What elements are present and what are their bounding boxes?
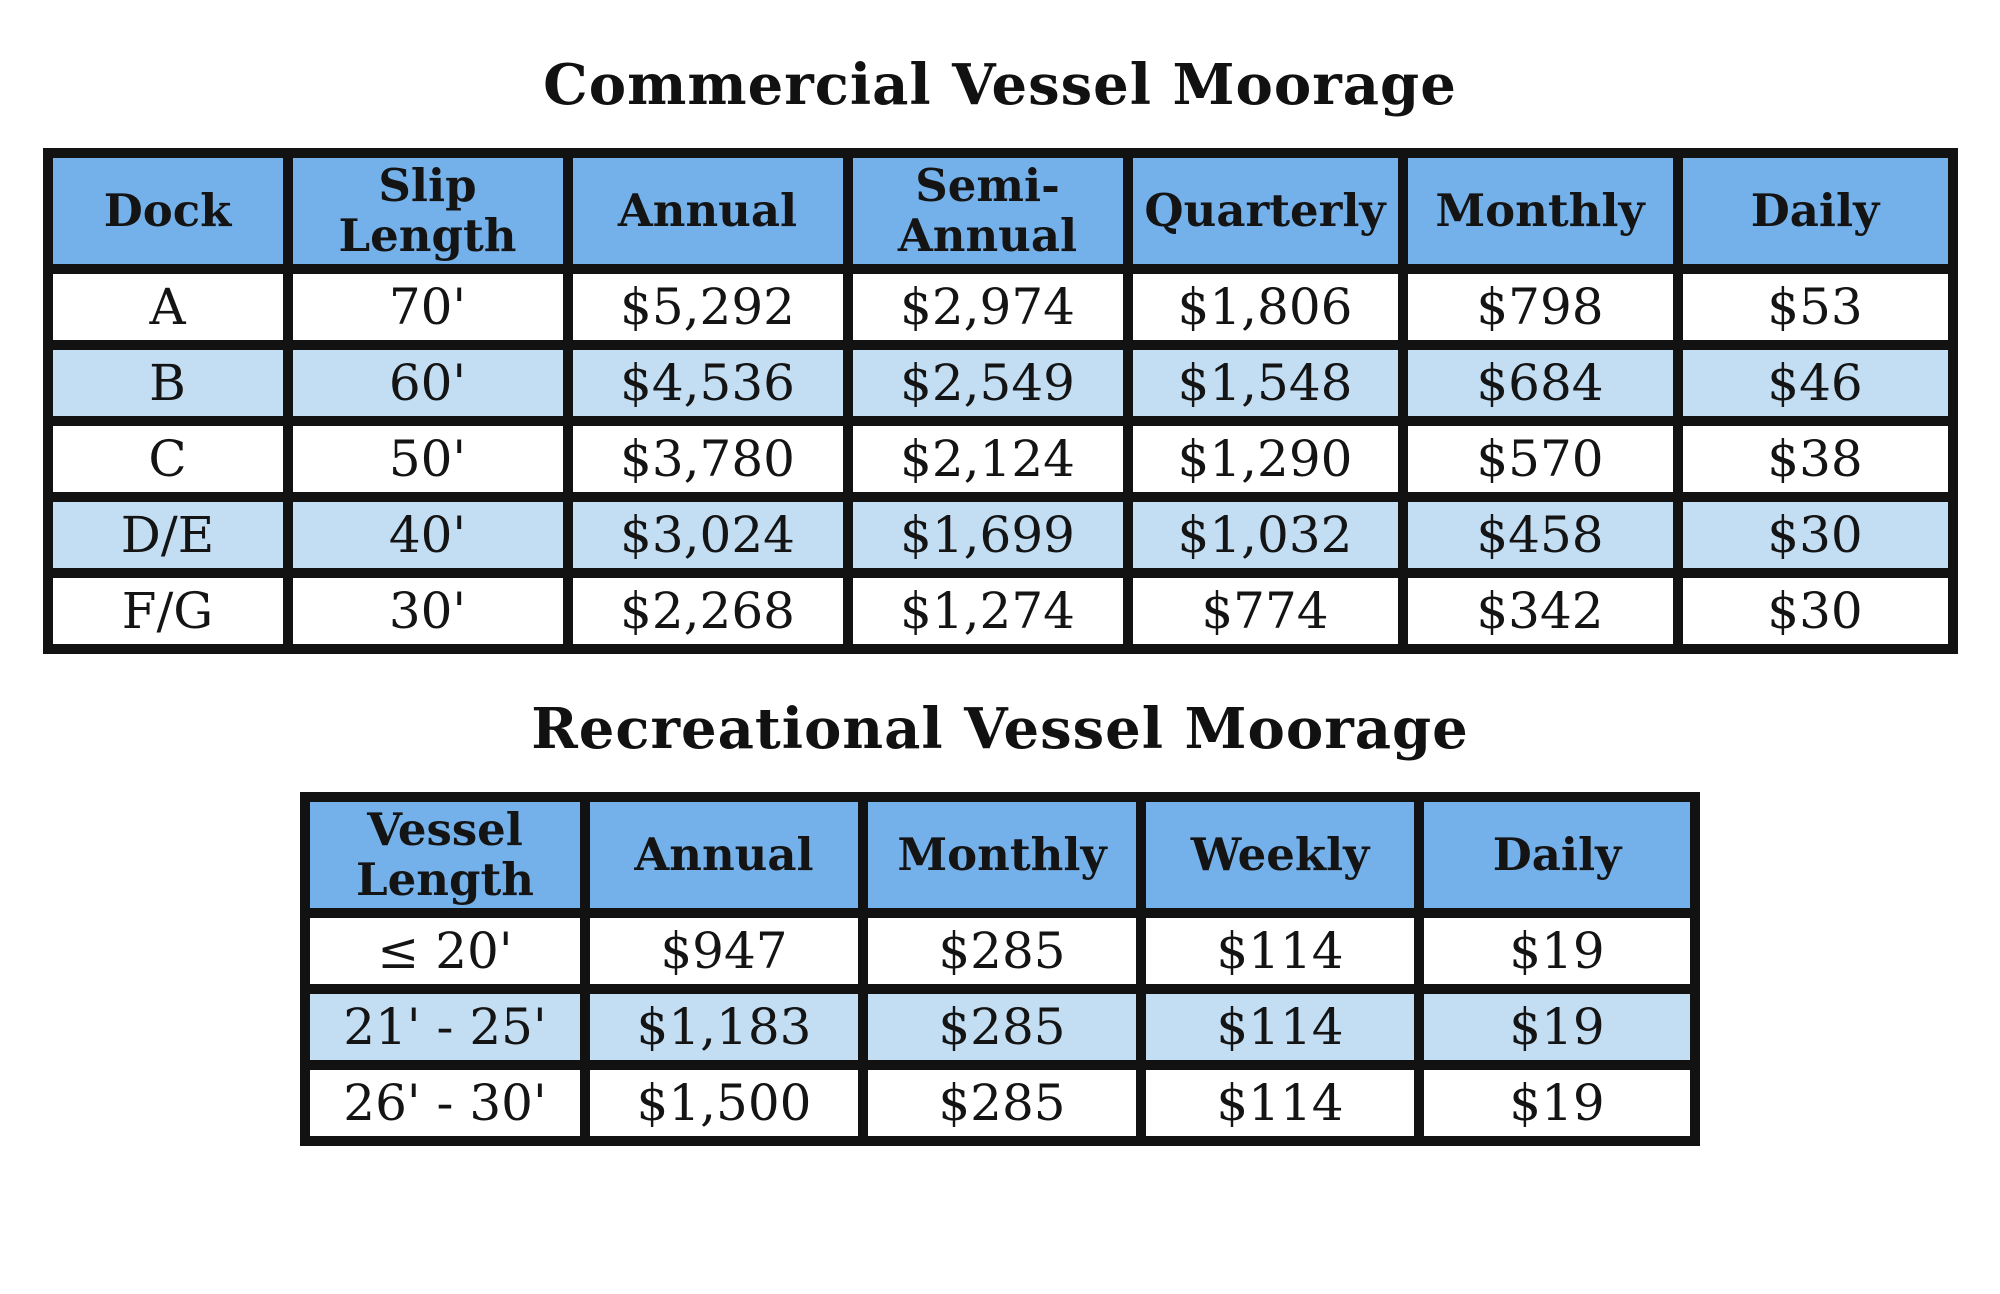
cell: C: [42, 416, 293, 502]
commercial-moorage-table: Dock Slip Length Annual Semi-Annual Quarterl…: [42, 148, 1958, 654]
cell: $114: [1136, 908, 1424, 994]
recreational-moorage-title: Recreational Vessel Moorage: [531, 696, 1469, 762]
cell: $19: [1414, 1060, 1700, 1146]
column-header: Slip Length: [282, 148, 573, 274]
table-row: 26' - 30' $1,500 $285 $114 $19: [300, 1060, 1700, 1146]
table-row: ≤ 20' $947 $285 $114 $19: [300, 908, 1700, 994]
cell: $1,183: [580, 984, 868, 1070]
recreational-table-header: Vessel Length Annual Monthly Weekly Daily: [300, 792, 1700, 918]
cell: $19: [1414, 908, 1700, 994]
cell: $114: [1136, 1060, 1424, 1146]
recreational-moorage-table: Vessel Length Annual Monthly Weekly Daily ≤ …: [300, 792, 1700, 1146]
cell: 60': [282, 340, 573, 426]
cell: $30: [1672, 492, 1958, 578]
cell: $3,024: [562, 492, 853, 578]
table-row: C 50' $3,780 $2,124 $1,290 $570 $38: [42, 416, 1958, 502]
cell: $53: [1672, 264, 1958, 350]
recreational-table-body: ≤ 20' $947 $285 $114 $19 21' - 25' $1,183 $285 $…: [300, 908, 1700, 1146]
cell: $684: [1397, 340, 1683, 426]
cell: $570: [1397, 416, 1683, 502]
cell: $2,549: [842, 340, 1133, 426]
cell: 21' - 25': [300, 984, 590, 1070]
cell: $774: [1122, 568, 1408, 654]
header-row: Dock Slip Length Annual Semi-Annual Quarterl…: [42, 148, 1958, 274]
column-header: Daily: [1672, 148, 1958, 274]
column-header: Monthly: [858, 792, 1146, 918]
column-header: Annual: [580, 792, 868, 918]
cell: $1,548: [1122, 340, 1408, 426]
table-row: F/G 30' $2,268 $1,274 $774 $342 $30: [42, 568, 1958, 654]
commercial-table-header: Dock Slip Length Annual Semi-Annual Quarterl…: [42, 148, 1958, 274]
cell: $285: [858, 1060, 1146, 1146]
cell: $458: [1397, 492, 1683, 578]
cell: $285: [858, 984, 1146, 1070]
column-header: Semi-Annual: [842, 148, 1133, 274]
cell: D/E: [42, 492, 293, 578]
cell: $1,806: [1122, 264, 1408, 350]
cell: 40': [282, 492, 573, 578]
cell: $947: [580, 908, 868, 994]
cell: $114: [1136, 984, 1424, 1070]
cell: $1,500: [580, 1060, 868, 1146]
table-row: D/E 40' $3,024 $1,699 $1,032 $458 $30: [42, 492, 1958, 578]
cell: $4,536: [562, 340, 853, 426]
column-header: Dock: [42, 148, 293, 274]
cell: $2,268: [562, 568, 853, 654]
cell: $1,032: [1122, 492, 1408, 578]
cell: $19: [1414, 984, 1700, 1070]
cell: $342: [1397, 568, 1683, 654]
table-row: B 60' $4,536 $2,549 $1,548 $684 $46: [42, 340, 1958, 426]
column-header: Daily: [1414, 792, 1700, 918]
cell: $285: [858, 908, 1146, 994]
cell: $30: [1672, 568, 1958, 654]
cell: 30': [282, 568, 573, 654]
cell: $38: [1672, 416, 1958, 502]
cell: $2,974: [842, 264, 1133, 350]
cell: 26' - 30': [300, 1060, 590, 1146]
cell: F/G: [42, 568, 293, 654]
cell: $798: [1397, 264, 1683, 350]
cell: ≤ 20': [300, 908, 590, 994]
cell: $1,699: [842, 492, 1133, 578]
table-row: 21' - 25' $1,183 $285 $114 $19: [300, 984, 1700, 1070]
column-header: Quarterly: [1122, 148, 1408, 274]
commercial-moorage-title: Commercial Vessel Moorage: [543, 52, 1457, 118]
cell: B: [42, 340, 293, 426]
header-row: Vessel Length Annual Monthly Weekly Daily: [300, 792, 1700, 918]
cell: 50': [282, 416, 573, 502]
cell: $1,274: [842, 568, 1133, 654]
column-header: Monthly: [1397, 148, 1683, 274]
cell: $5,292: [562, 264, 853, 350]
column-header: Weekly: [1136, 792, 1424, 918]
cell: A: [42, 264, 293, 350]
cell: $3,780: [562, 416, 853, 502]
table-row: A 70' $5,292 $2,974 $1,806 $798 $53: [42, 264, 1958, 350]
cell: 70': [282, 264, 573, 350]
cell: $1,290: [1122, 416, 1408, 502]
column-header: Vessel Length: [300, 792, 590, 918]
commercial-table-body: A 70' $5,292 $2,974 $1,806 $798 $53 B 60' $4,536 $…: [42, 264, 1958, 654]
cell: $46: [1672, 340, 1958, 426]
column-header: Annual: [562, 148, 853, 274]
cell: $2,124: [842, 416, 1133, 502]
